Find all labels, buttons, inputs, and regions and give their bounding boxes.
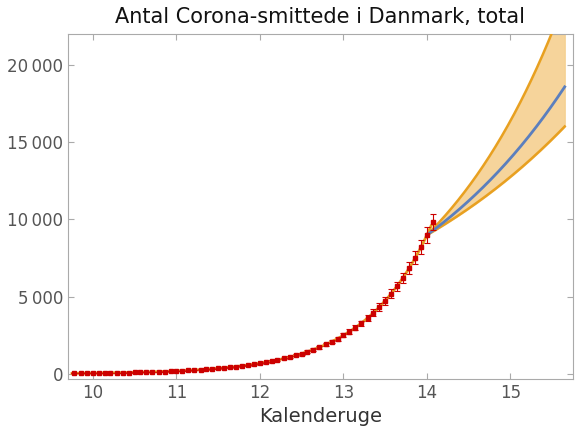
X-axis label: Kalenderuge: Kalenderuge (259, 407, 382, 426)
Title: Antal Corona-smittede i Danmark, total: Antal Corona-smittede i Danmark, total (115, 7, 525, 27)
